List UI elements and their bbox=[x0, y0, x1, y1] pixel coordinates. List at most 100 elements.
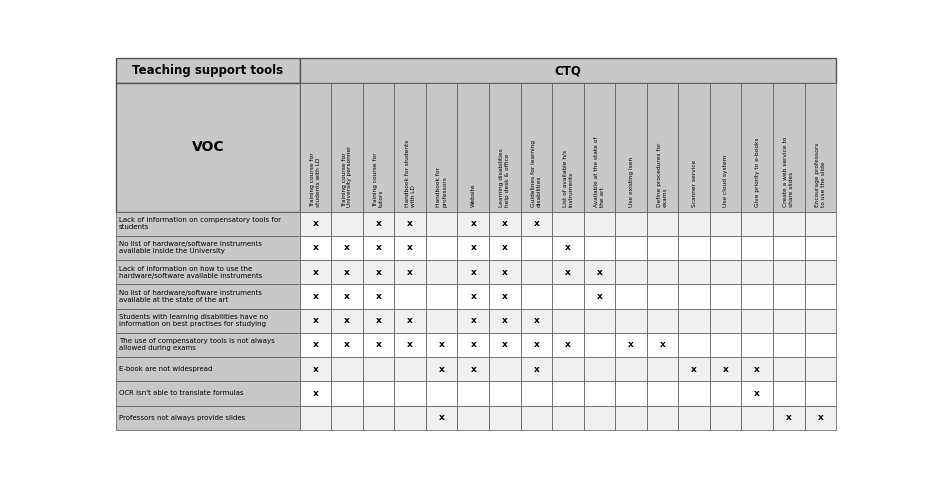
Bar bbox=[551, 382, 583, 406]
Bar bbox=[551, 309, 583, 333]
Bar bbox=[457, 309, 488, 333]
Bar bbox=[425, 83, 457, 212]
Bar bbox=[614, 309, 646, 333]
Text: x: x bbox=[406, 243, 413, 253]
Bar bbox=[709, 406, 741, 430]
Bar bbox=[709, 236, 741, 260]
Bar bbox=[520, 236, 551, 260]
Bar bbox=[116, 333, 300, 357]
Bar bbox=[394, 212, 425, 236]
Text: x: x bbox=[343, 268, 350, 277]
Bar bbox=[583, 236, 614, 260]
Bar bbox=[300, 58, 835, 83]
Text: Scanner service: Scanner service bbox=[690, 160, 696, 207]
Bar bbox=[772, 83, 804, 212]
Bar bbox=[677, 309, 709, 333]
Bar bbox=[488, 406, 520, 430]
Bar bbox=[457, 83, 488, 212]
Bar bbox=[551, 333, 583, 357]
Bar bbox=[677, 406, 709, 430]
Bar bbox=[331, 83, 363, 212]
Text: Handbook for students
with LD: Handbook for students with LD bbox=[405, 140, 415, 207]
Bar bbox=[804, 236, 835, 260]
Bar bbox=[677, 236, 709, 260]
Bar bbox=[520, 406, 551, 430]
Bar bbox=[741, 236, 772, 260]
Bar bbox=[331, 382, 363, 406]
Text: x: x bbox=[564, 243, 570, 253]
Bar bbox=[741, 260, 772, 284]
Bar bbox=[741, 83, 772, 212]
Text: x: x bbox=[754, 389, 759, 398]
Bar bbox=[772, 236, 804, 260]
Text: x: x bbox=[313, 243, 318, 253]
Bar bbox=[709, 260, 741, 284]
Bar bbox=[677, 333, 709, 357]
Text: x: x bbox=[438, 341, 445, 350]
Bar bbox=[363, 212, 394, 236]
Bar bbox=[583, 382, 614, 406]
Text: x: x bbox=[817, 413, 822, 422]
Text: x: x bbox=[596, 292, 601, 301]
Text: Training course for
tutors: Training course for tutors bbox=[373, 153, 383, 207]
Bar bbox=[488, 382, 520, 406]
Bar bbox=[646, 284, 677, 309]
Bar bbox=[457, 284, 488, 309]
Bar bbox=[614, 406, 646, 430]
Text: x: x bbox=[596, 268, 601, 277]
Bar bbox=[331, 406, 363, 430]
Bar bbox=[394, 333, 425, 357]
Text: x: x bbox=[313, 268, 318, 277]
Bar bbox=[394, 236, 425, 260]
Bar bbox=[394, 406, 425, 430]
Text: x: x bbox=[313, 292, 318, 301]
Bar bbox=[709, 382, 741, 406]
Bar bbox=[488, 333, 520, 357]
Bar bbox=[551, 260, 583, 284]
Text: x: x bbox=[470, 365, 476, 374]
Bar bbox=[677, 357, 709, 382]
Text: x: x bbox=[375, 243, 381, 253]
Bar bbox=[583, 406, 614, 430]
Bar bbox=[614, 260, 646, 284]
Bar bbox=[300, 309, 331, 333]
Bar bbox=[646, 406, 677, 430]
Bar bbox=[551, 83, 583, 212]
Text: x: x bbox=[470, 292, 476, 301]
Bar bbox=[804, 406, 835, 430]
Text: x: x bbox=[533, 341, 538, 350]
Bar bbox=[551, 284, 583, 309]
Bar bbox=[583, 309, 614, 333]
Bar bbox=[772, 333, 804, 357]
Text: x: x bbox=[501, 219, 507, 228]
Bar bbox=[709, 333, 741, 357]
Text: x: x bbox=[406, 341, 413, 350]
Bar bbox=[457, 260, 488, 284]
Bar bbox=[331, 357, 363, 382]
Bar bbox=[457, 212, 488, 236]
Text: OCR isn't able to translate formulas: OCR isn't able to translate formulas bbox=[119, 390, 243, 397]
Bar bbox=[709, 284, 741, 309]
Text: Lack of information on how to use the
hardware/software available instruments: Lack of information on how to use the ha… bbox=[119, 266, 262, 279]
Bar bbox=[741, 284, 772, 309]
Bar bbox=[677, 382, 709, 406]
Bar bbox=[488, 83, 520, 212]
Text: x: x bbox=[313, 365, 318, 374]
Text: x: x bbox=[375, 268, 381, 277]
Bar bbox=[116, 309, 300, 333]
Bar bbox=[646, 357, 677, 382]
Bar bbox=[363, 357, 394, 382]
Bar bbox=[677, 284, 709, 309]
Text: x: x bbox=[564, 341, 570, 350]
Bar bbox=[772, 382, 804, 406]
Bar bbox=[551, 236, 583, 260]
Bar bbox=[425, 284, 457, 309]
Text: x: x bbox=[501, 292, 507, 301]
Bar bbox=[709, 357, 741, 382]
Bar bbox=[646, 382, 677, 406]
Text: Training course for
University personnel: Training course for University personnel bbox=[342, 146, 352, 207]
Bar bbox=[772, 284, 804, 309]
Text: x: x bbox=[470, 341, 476, 350]
Text: x: x bbox=[533, 219, 538, 228]
Text: x: x bbox=[313, 341, 318, 350]
